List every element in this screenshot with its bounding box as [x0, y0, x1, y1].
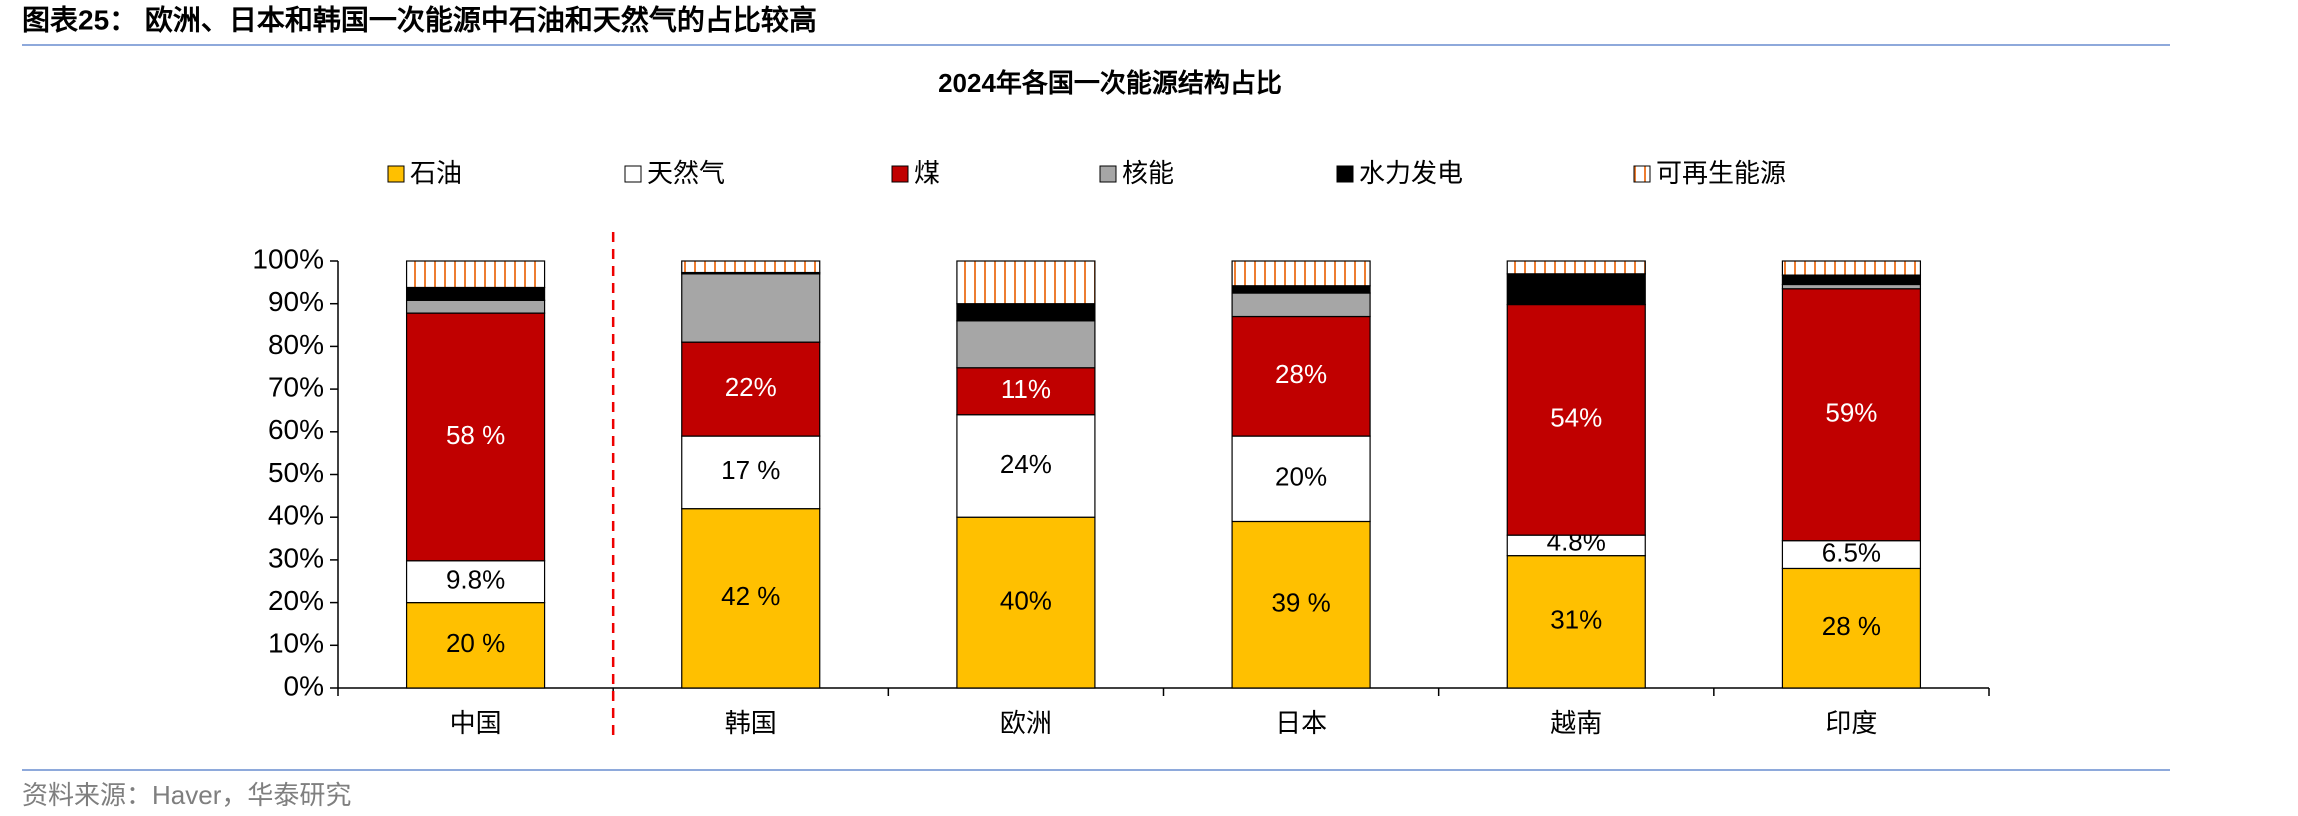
bar-segment	[1781, 283, 1922, 290]
y-tick-label: 70%	[268, 371, 324, 402]
bar-segment	[1781, 567, 1922, 689]
source-note: 资料来源：Haver，华泰研究	[22, 780, 351, 810]
data-label: 28%	[1275, 359, 1327, 389]
bar-segment	[1506, 555, 1646, 689]
bar-segment	[1781, 260, 1922, 276]
y-tick-label: 20%	[268, 585, 324, 616]
legend-swatch	[1099, 165, 1117, 183]
y-tick-label: 60%	[268, 414, 324, 445]
legend-swatch	[891, 165, 909, 183]
data-label: 58 %	[446, 420, 505, 450]
chart-title: 2024年各国一次能源结构占比	[938, 68, 1282, 98]
legend-label: 核能	[1122, 158, 1174, 188]
bar-segment	[681, 435, 821, 510]
y-tick-label: 90%	[268, 286, 324, 317]
legend-label: 天然气	[647, 158, 725, 188]
y-tick-label: 80%	[268, 329, 324, 360]
y-tick-label: 40%	[268, 500, 324, 531]
data-label: 24%	[1000, 449, 1052, 479]
legend-label: 可再生能源	[1656, 158, 1786, 188]
y-tick-label: 100%	[252, 243, 324, 274]
bar-segment	[956, 320, 1096, 369]
x-tick-label: 印度	[1825, 708, 1877, 738]
bar-segment	[681, 341, 821, 437]
x-tick-label: 日本	[1275, 708, 1327, 738]
legend-label: 煤	[914, 158, 940, 188]
bar-segment	[1506, 303, 1646, 536]
legend-label: 石油	[410, 158, 462, 188]
bar-segment	[1231, 285, 1371, 294]
bar-segment	[681, 260, 821, 274]
data-label: 22%	[725, 372, 777, 402]
bar-segment	[681, 273, 821, 343]
bar-segment	[1231, 520, 1371, 689]
data-label: 20%	[1275, 462, 1327, 492]
bar-segment	[956, 414, 1096, 518]
bar-segment	[1506, 273, 1646, 306]
x-tick-label: 中国	[450, 708, 502, 738]
x-tick-label: 韩国	[725, 708, 777, 738]
data-label: 17 %	[721, 455, 780, 485]
legend-label: 水力发电	[1359, 158, 1463, 188]
bar-segment	[405, 299, 546, 314]
bar-segment	[1781, 288, 1922, 542]
bar-segment	[1231, 435, 1371, 523]
y-tick-label: 10%	[268, 628, 324, 659]
bar-segment	[405, 312, 546, 562]
data-label: 54%	[1550, 403, 1602, 433]
y-tick-label: 50%	[268, 457, 324, 488]
data-label: 40%	[1000, 585, 1052, 615]
data-label: 20 %	[446, 628, 505, 658]
data-label: 6.5%	[1822, 537, 1881, 567]
data-label: 28 %	[1822, 611, 1881, 641]
y-tick-label: 0%	[284, 670, 324, 701]
page-title: 图表25： 欧洲、日本和韩国一次能源中石油和天然气的占比较高	[22, 3, 817, 35]
legend-swatch	[1633, 165, 1651, 183]
legend-swatch	[624, 165, 642, 183]
bar-segment	[1231, 315, 1371, 437]
data-label: 11%	[1001, 374, 1051, 404]
data-label: 59%	[1825, 398, 1877, 428]
bar-segment	[405, 260, 546, 289]
bar-segment	[956, 303, 1096, 322]
x-tick-label: 欧洲	[1000, 708, 1052, 738]
bar-segment	[1781, 540, 1922, 570]
data-label: 31%	[1550, 605, 1602, 635]
data-label: 39 %	[1271, 588, 1330, 618]
data-label: 9.8%	[446, 565, 505, 595]
x-tick-label: 越南	[1550, 708, 1602, 738]
legend-swatch	[1336, 165, 1354, 183]
bar-segment	[405, 601, 546, 689]
bar-segment	[1231, 292, 1371, 318]
bar-segment	[1781, 274, 1922, 286]
bar-segment	[956, 260, 1096, 305]
bar-segment	[405, 286, 546, 301]
y-tick-label: 30%	[268, 542, 324, 573]
bar-segment	[405, 560, 546, 604]
bar-segment	[956, 516, 1096, 689]
bar-segment	[1231, 260, 1371, 287]
legend-swatch	[387, 165, 405, 183]
bar-segment	[1506, 260, 1646, 275]
data-label: 42 %	[721, 581, 780, 611]
bar-segment	[956, 367, 1096, 416]
